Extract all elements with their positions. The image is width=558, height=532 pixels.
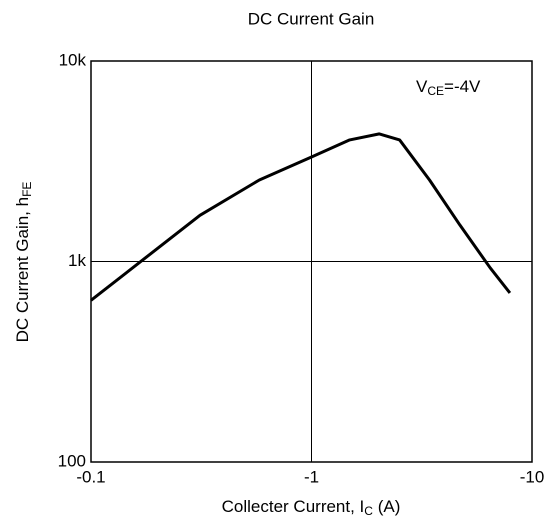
x-label-sub: C — [364, 504, 373, 518]
annotation-main: V — [416, 77, 428, 96]
plot-frame — [90, 60, 533, 463]
x-tick-label: -1 — [304, 467, 319, 486]
annotation-sub: CE — [427, 84, 444, 98]
x-tick-label: -0.1 — [76, 467, 105, 486]
x-label-tail: (A) — [373, 497, 400, 516]
y-tick-label: 1k — [68, 251, 86, 270]
y-tick-label: 10k — [59, 50, 87, 69]
data-line — [90, 132, 512, 302]
annotation-tail: =-4V — [444, 77, 481, 96]
x-label-main: Collecter Current, I — [222, 497, 365, 516]
y-axis-label: DC Current Gain, hFE — [13, 182, 34, 343]
x-tick-label: -10 — [520, 467, 545, 486]
x-axis-label: Collecter Current, IC (A) — [222, 497, 401, 518]
y-label-main: DC Current Gain, h — [13, 197, 32, 343]
chart-title: DC Current Gain — [248, 9, 375, 28]
y-label-sub: FE — [20, 182, 34, 197]
annotation: VCE=-4V — [416, 77, 481, 98]
y-tick-label: 100 — [58, 451, 86, 470]
